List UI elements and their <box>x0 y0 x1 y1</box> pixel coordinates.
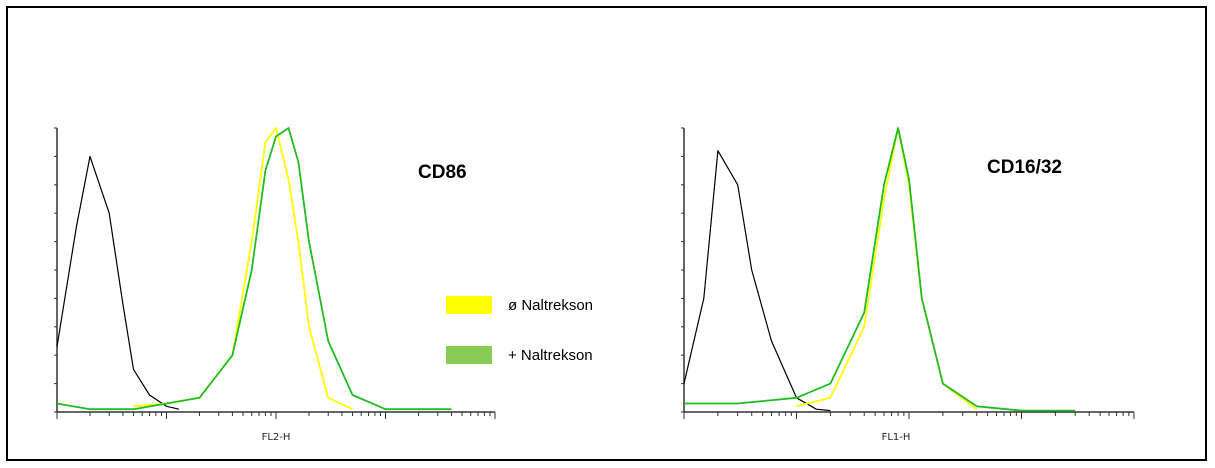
cd16-32-x-axis-label: FL1-H <box>882 432 911 443</box>
cd86-unstained-histogram <box>56 155 180 410</box>
figure-frame: CD86 FL2-H ø Naltrekson + Naltrekson CD1… <box>6 6 1207 461</box>
legend-label-plus-naltrekson: + Naltrekson <box>508 347 593 364</box>
cd86-no-naltrekson-histogram <box>133 127 353 411</box>
legend-swatch-plus-naltrekson <box>446 346 492 364</box>
cd86-panel: CD86 FL2-H ø Naltrekson + Naltrekson <box>54 127 593 443</box>
cd16-32-no-naltrekson-histogram <box>796 127 978 410</box>
legend: ø Naltrekson + Naltrekson <box>446 296 593 364</box>
cd86-title: CD86 <box>418 162 467 183</box>
cd16-32-title: CD16/32 <box>987 157 1062 178</box>
histogram-figure: CD86 FL2-H ø Naltrekson + Naltrekson CD1… <box>54 127 1135 443</box>
cd86-x-axis-label: FL2-H <box>262 432 291 443</box>
legend-swatch-no-naltrekson <box>446 296 492 314</box>
cd16-32-plus-naltrekson-histogram <box>684 127 1076 412</box>
cd86-plus-naltrekson-histogram <box>56 127 452 411</box>
cd16-32-panel: CD16/32 FL1-H <box>681 127 1135 443</box>
cd16-32-unstained-histogram <box>683 150 831 412</box>
legend-label-no-naltrekson: ø Naltrekson <box>508 297 593 314</box>
